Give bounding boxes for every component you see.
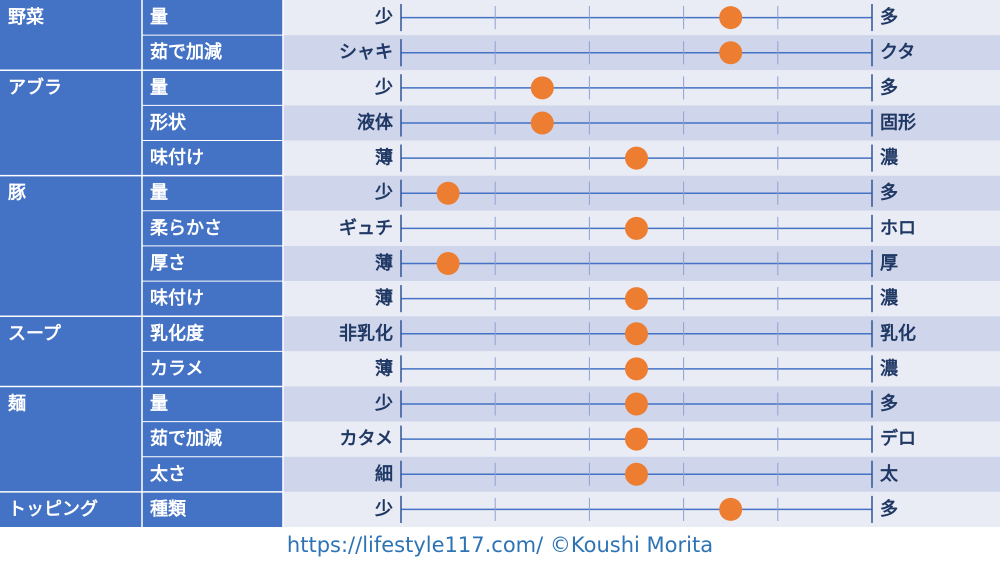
rating-marker bbox=[436, 181, 460, 205]
rating-marker bbox=[530, 111, 554, 135]
scale-right-label: 太 bbox=[880, 463, 899, 485]
row-label: 茹で加減 bbox=[150, 428, 222, 450]
row-label: 味付け bbox=[150, 287, 204, 309]
scale-right-label: 多 bbox=[880, 6, 898, 28]
row-label: 乳化度 bbox=[150, 322, 205, 344]
rating-marker bbox=[436, 252, 460, 275]
rating-marker bbox=[625, 287, 648, 311]
scale-right-label: 厚 bbox=[880, 253, 898, 274]
scale-left-label: 細 bbox=[375, 463, 393, 485]
scale-left-label: 少 bbox=[374, 183, 393, 204]
rating-marker bbox=[625, 427, 648, 451]
scale-left-label: 少 bbox=[374, 394, 393, 415]
group-label: スープ bbox=[8, 322, 62, 344]
scale-right-label: ホロ bbox=[880, 218, 916, 239]
row-label: 量 bbox=[150, 182, 168, 204]
rating-marker bbox=[625, 392, 648, 416]
scale-right-label: 多 bbox=[880, 393, 898, 415]
scale-left-label: 薄 bbox=[375, 148, 393, 169]
row-label: 太さ bbox=[150, 463, 186, 485]
scale-right-label: 多 bbox=[880, 182, 898, 204]
scale-left-label: 少 bbox=[374, 7, 393, 28]
row-label: 量 bbox=[150, 76, 168, 98]
rating-marker bbox=[625, 322, 648, 346]
scale-left-label: カタメ bbox=[340, 429, 393, 450]
group-label: トッピング bbox=[8, 498, 98, 520]
rating-marker bbox=[625, 357, 648, 381]
scale-left-label: 少 bbox=[374, 499, 393, 520]
row-label: 茹で加減 bbox=[150, 41, 222, 63]
scale-left-label: 薄 bbox=[375, 288, 393, 309]
row-label: 種類 bbox=[150, 498, 187, 520]
scale-right-label: 多 bbox=[880, 498, 898, 520]
scale-left-label: シャキ bbox=[339, 42, 393, 63]
scale-right-label: 濃 bbox=[880, 147, 899, 169]
group-label: 野菜 bbox=[8, 7, 44, 28]
scale-left-label: 非乳化 bbox=[339, 322, 393, 344]
rating-chart: 量少多茹で加減 シャキ クタ野菜量少多形状 液体 固形味付け薄濃アブラ量少多柔らかさ ギュ… bbox=[0, 0, 1000, 527]
row-label: 厚さ bbox=[150, 253, 186, 274]
scale-right-label: 乳化 bbox=[880, 322, 916, 344]
row-label: 形状 bbox=[150, 111, 187, 133]
scale-left-label: 薄 bbox=[375, 358, 393, 379]
group-label: アブラ bbox=[8, 76, 62, 98]
scale-left-label: 薄 bbox=[375, 253, 393, 274]
scale-left-label: ギュチ bbox=[339, 218, 393, 239]
group-label: 豚 bbox=[8, 183, 26, 204]
rating-marker bbox=[530, 76, 554, 100]
rating-marker bbox=[625, 146, 648, 170]
scale-right-label: 固形 bbox=[880, 112, 916, 133]
row-label: 量 bbox=[150, 6, 168, 28]
row-label: カラメ bbox=[150, 358, 203, 379]
scale-right-label: 多 bbox=[880, 76, 898, 98]
rating-marker bbox=[625, 462, 648, 486]
scale-right-label: クタ bbox=[880, 42, 915, 63]
scale-left-label: 液体 bbox=[357, 111, 394, 133]
footer-credit[interactable]: https://lifestyle117.com/ ©Koushi Morita bbox=[286, 533, 714, 557]
scale-right-label: 濃 bbox=[880, 357, 899, 379]
rating-marker bbox=[719, 497, 743, 521]
row-label: 柔らかさ bbox=[150, 218, 222, 239]
scale-left-label: 少 bbox=[374, 77, 393, 98]
rating-marker bbox=[719, 41, 743, 65]
row-label: 味付け bbox=[150, 147, 204, 169]
scale-right-label: デロ bbox=[880, 428, 916, 450]
group-label: 麺 bbox=[7, 393, 26, 415]
scale-right-label: 濃 bbox=[880, 287, 899, 309]
row-label: 量 bbox=[150, 393, 168, 415]
rating-marker bbox=[719, 6, 743, 30]
rating-marker bbox=[625, 216, 648, 240]
